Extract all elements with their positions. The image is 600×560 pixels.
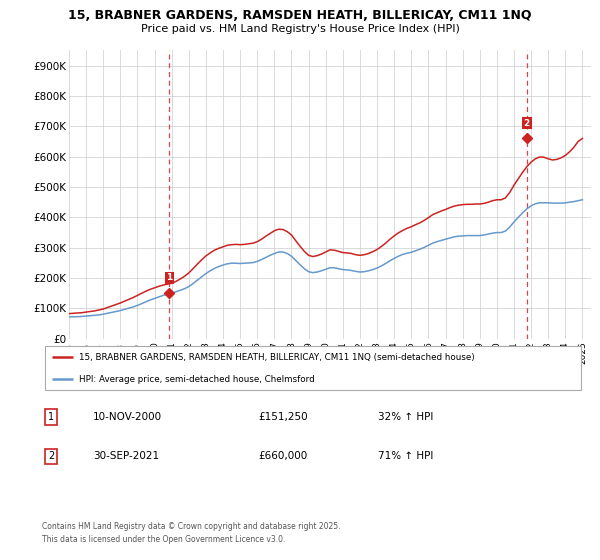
Text: 2: 2	[48, 451, 54, 461]
Text: Contains HM Land Registry data © Crown copyright and database right 2025.
This d: Contains HM Land Registry data © Crown c…	[42, 522, 341, 544]
FancyBboxPatch shape	[45, 346, 581, 390]
Text: 1: 1	[48, 412, 54, 422]
Text: HPI: Average price, semi-detached house, Chelmsford: HPI: Average price, semi-detached house,…	[79, 375, 314, 384]
Text: Price paid vs. HM Land Registry's House Price Index (HPI): Price paid vs. HM Land Registry's House …	[140, 24, 460, 34]
Text: 1: 1	[166, 273, 172, 282]
Text: 15, BRABNER GARDENS, RAMSDEN HEATH, BILLERICAY, CM11 1NQ: 15, BRABNER GARDENS, RAMSDEN HEATH, BILL…	[68, 9, 532, 22]
Text: 71% ↑ HPI: 71% ↑ HPI	[378, 451, 433, 461]
Text: 15, BRABNER GARDENS, RAMSDEN HEATH, BILLERICAY, CM11 1NQ (semi-detached house): 15, BRABNER GARDENS, RAMSDEN HEATH, BILL…	[79, 353, 475, 362]
Text: 32% ↑ HPI: 32% ↑ HPI	[378, 412, 433, 422]
Text: £151,250: £151,250	[258, 412, 308, 422]
Text: 10-NOV-2000: 10-NOV-2000	[93, 412, 162, 422]
Text: 30-SEP-2021: 30-SEP-2021	[93, 451, 159, 461]
Text: £660,000: £660,000	[258, 451, 307, 461]
Text: 2: 2	[524, 119, 530, 128]
